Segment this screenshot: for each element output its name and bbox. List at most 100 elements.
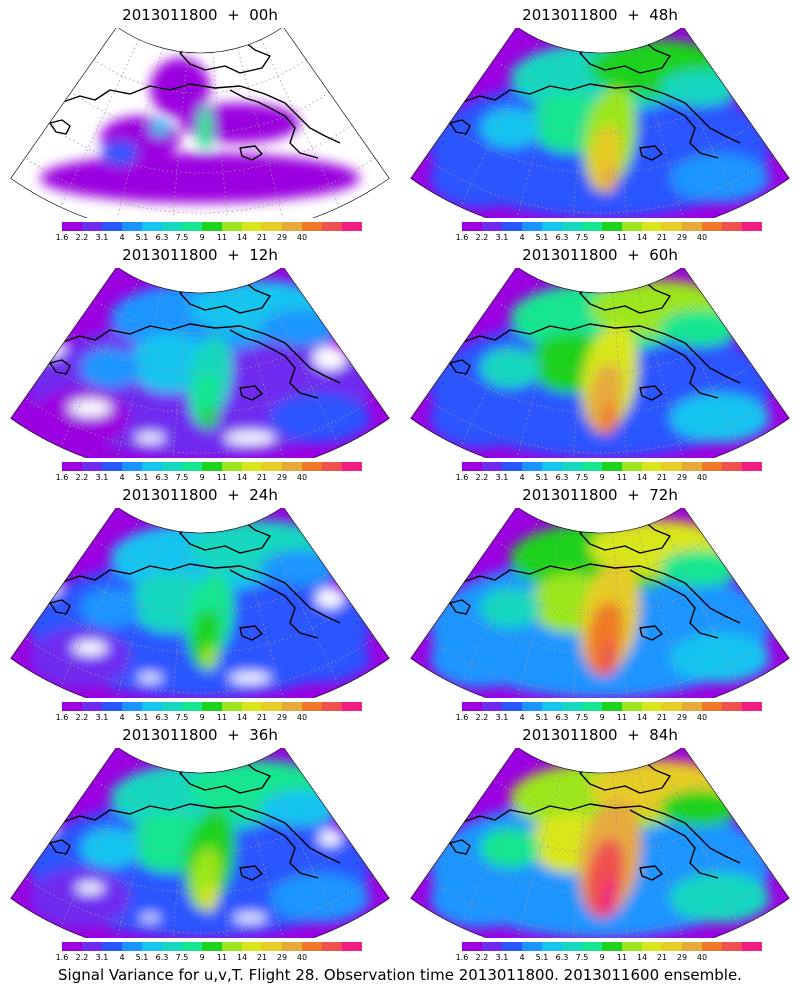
colorbar-tick-label: 21	[256, 953, 268, 962]
colorbar-tick-label: 40	[296, 233, 308, 242]
colorbar-tick-label: 2.2	[75, 953, 89, 962]
colorbar-swatch	[302, 462, 322, 471]
colorbar-swatch	[202, 702, 222, 711]
colorbar-swatch	[622, 222, 642, 231]
colorbar-tick-label: 3.1	[95, 953, 109, 962]
colorbar-tick-label: 21	[656, 713, 668, 722]
colorbar-tick-label: 2.2	[475, 233, 489, 242]
colorbar-swatch	[202, 462, 222, 471]
colorbar-tick-label: 11	[616, 953, 628, 962]
colorbar-labels: 1.6 2.2 3.1 4 5.1 6.3 7.5 9 11 14 21 29 40	[456, 953, 782, 963]
colorbar-tick-label: 9	[599, 233, 605, 242]
colorbar-tick-label: 5.1	[535, 473, 549, 482]
colorbar-tick-label: 29	[676, 953, 688, 962]
colorbar-swatch	[82, 942, 102, 951]
colorbar-swatch	[542, 702, 562, 711]
colorbar-swatch	[582, 462, 602, 471]
colorbar-swatch	[722, 702, 742, 711]
colorbar-swatch	[62, 222, 82, 231]
colorbar-swatch	[302, 222, 322, 231]
colorbar-tick-label: 1.6	[455, 473, 469, 482]
colorbar-swatch	[162, 942, 182, 951]
colorbar-tick-label: 6.3	[155, 953, 169, 962]
colorbar-tick-label: 11	[616, 713, 628, 722]
colorbar-tick-label: 29	[276, 713, 288, 722]
colorbar-swatch	[102, 702, 122, 711]
panel-title: 2013011800 + 36h	[122, 726, 278, 744]
colorbar-swatch	[482, 222, 502, 231]
colorbar-swatch	[62, 702, 82, 711]
colorbar-tick-label: 1.6	[55, 233, 69, 242]
colorbar-swatch	[122, 942, 142, 951]
colorbar-tick-label: 21	[256, 233, 268, 242]
colorbar-swatch	[82, 702, 102, 711]
variance-map	[10, 508, 390, 698]
colorbar-tick-label: 9	[199, 233, 205, 242]
panel-title: 2013011800 + 84h	[522, 726, 678, 744]
colorbar-swatch	[482, 942, 502, 951]
colorbar-swatch	[62, 462, 82, 471]
colorbar-tick-label: 7.5	[175, 233, 189, 242]
variance-map	[410, 508, 790, 698]
colorbar-tick-label: 9	[199, 953, 205, 962]
colorbar-swatch	[122, 222, 142, 231]
colorbar	[462, 462, 762, 471]
colorbar-swatch	[702, 702, 722, 711]
colorbar-swatch	[182, 222, 202, 231]
colorbar-tick-label: 9	[599, 713, 605, 722]
colorbar-tick-label: 7.5	[175, 473, 189, 482]
colorbar-tick-label: 11	[216, 953, 228, 962]
colorbar-tick-label: 14	[636, 953, 648, 962]
colorbar-swatch	[602, 942, 622, 951]
colorbar-swatch	[222, 702, 242, 711]
colorbar-tick-label: 14	[636, 713, 648, 722]
colorbar-swatch	[142, 702, 162, 711]
colorbar-swatch	[742, 462, 762, 471]
colorbar-tick-label: 6.3	[155, 473, 169, 482]
colorbar-swatch	[262, 222, 282, 231]
colorbar-swatch	[242, 942, 262, 951]
colorbar-swatch	[122, 702, 142, 711]
colorbar-tick-label: 1.6	[455, 233, 469, 242]
colorbar-tick-label: 14	[236, 953, 248, 962]
colorbar-swatch	[682, 942, 702, 951]
colorbar-tick-label: 29	[676, 473, 688, 482]
colorbar-swatch	[662, 462, 682, 471]
colorbar-tick-label: 4	[119, 233, 125, 242]
colorbar-swatch	[102, 942, 122, 951]
colorbar-tick-label: 6.3	[555, 713, 569, 722]
colorbar-swatch	[602, 222, 622, 231]
colorbar	[462, 222, 762, 231]
colorbar-swatch	[162, 222, 182, 231]
colorbar-labels: 1.6 2.2 3.1 4 5.1 6.3 7.5 9 11 14 21 29 40	[456, 233, 782, 243]
colorbar-tick-label: 11	[216, 713, 228, 722]
colorbar-swatch	[562, 942, 582, 951]
colorbar-tick-label: 9	[599, 473, 605, 482]
colorbar-tick-label: 40	[696, 233, 708, 242]
colorbar-swatch	[582, 702, 602, 711]
variance-map	[410, 268, 790, 458]
colorbar-swatch	[222, 462, 242, 471]
colorbar-swatch	[582, 222, 602, 231]
colorbar-swatch	[162, 702, 182, 711]
colorbar-tick-label: 1.6	[455, 713, 469, 722]
colorbar-tick-label: 2.2	[475, 953, 489, 962]
colorbar-tick-label: 2.2	[75, 233, 89, 242]
colorbar-swatch	[602, 462, 622, 471]
colorbar-tick-label: 4	[119, 713, 125, 722]
colorbar-swatch	[342, 462, 362, 471]
colorbar-swatch	[622, 462, 642, 471]
colorbar-swatch	[662, 942, 682, 951]
colorbar-swatch	[522, 942, 542, 951]
colorbar-swatch	[282, 462, 302, 471]
colorbar-swatch	[262, 462, 282, 471]
colorbar-swatch	[562, 702, 582, 711]
colorbar-tick-label: 40	[696, 473, 708, 482]
colorbar-swatch	[542, 462, 562, 471]
colorbar-tick-label: 21	[256, 713, 268, 722]
colorbar-swatch	[502, 462, 522, 471]
colorbar-swatch	[522, 462, 542, 471]
colorbar-labels: 1.6 2.2 3.1 4 5.1 6.3 7.5 9 11 14 21 29 40	[456, 473, 782, 483]
colorbar-swatch	[202, 222, 222, 231]
colorbar-tick-label: 29	[276, 953, 288, 962]
